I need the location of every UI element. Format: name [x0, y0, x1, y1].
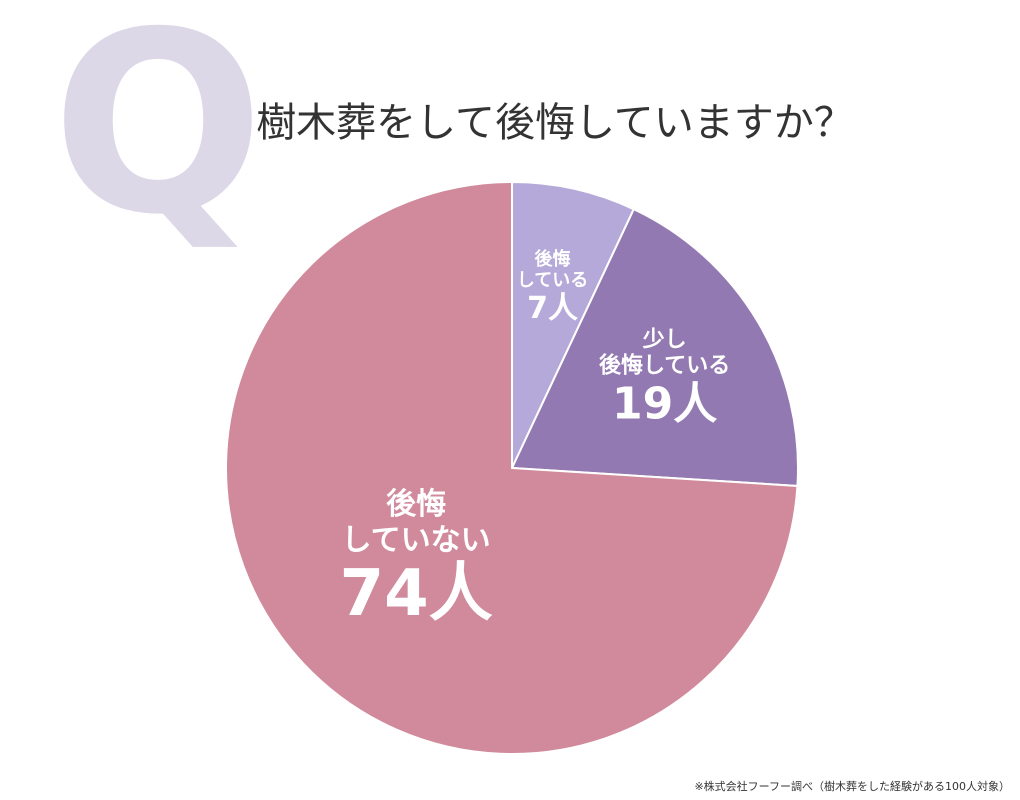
category-label: 少し 後悔している — [598, 327, 731, 379]
value-label: 19人 — [612, 377, 718, 429]
category-label: 後悔 していない — [341, 486, 491, 558]
value-label: 7人 — [527, 290, 578, 326]
slice-label: 後悔 していない 74人 — [340, 487, 493, 629]
value-label: 74人 — [339, 556, 493, 631]
slice-label: 後悔 している 7人 — [517, 248, 588, 324]
pie-slice — [511, 180, 636, 469]
category-label: 後悔 している — [516, 248, 589, 292]
q-mark: Q — [52, 0, 265, 269]
slice-label: 少し 後悔している 19人 — [599, 327, 730, 428]
pie-slice — [225, 180, 799, 755]
pie-slice — [510, 207, 799, 488]
footnote: ※株式会社フーフー調べ（樹木葬をした経験がある100人対象） — [694, 779, 1010, 793]
chart-title: 樹木葬をして後悔していますか？ — [256, 100, 854, 146]
